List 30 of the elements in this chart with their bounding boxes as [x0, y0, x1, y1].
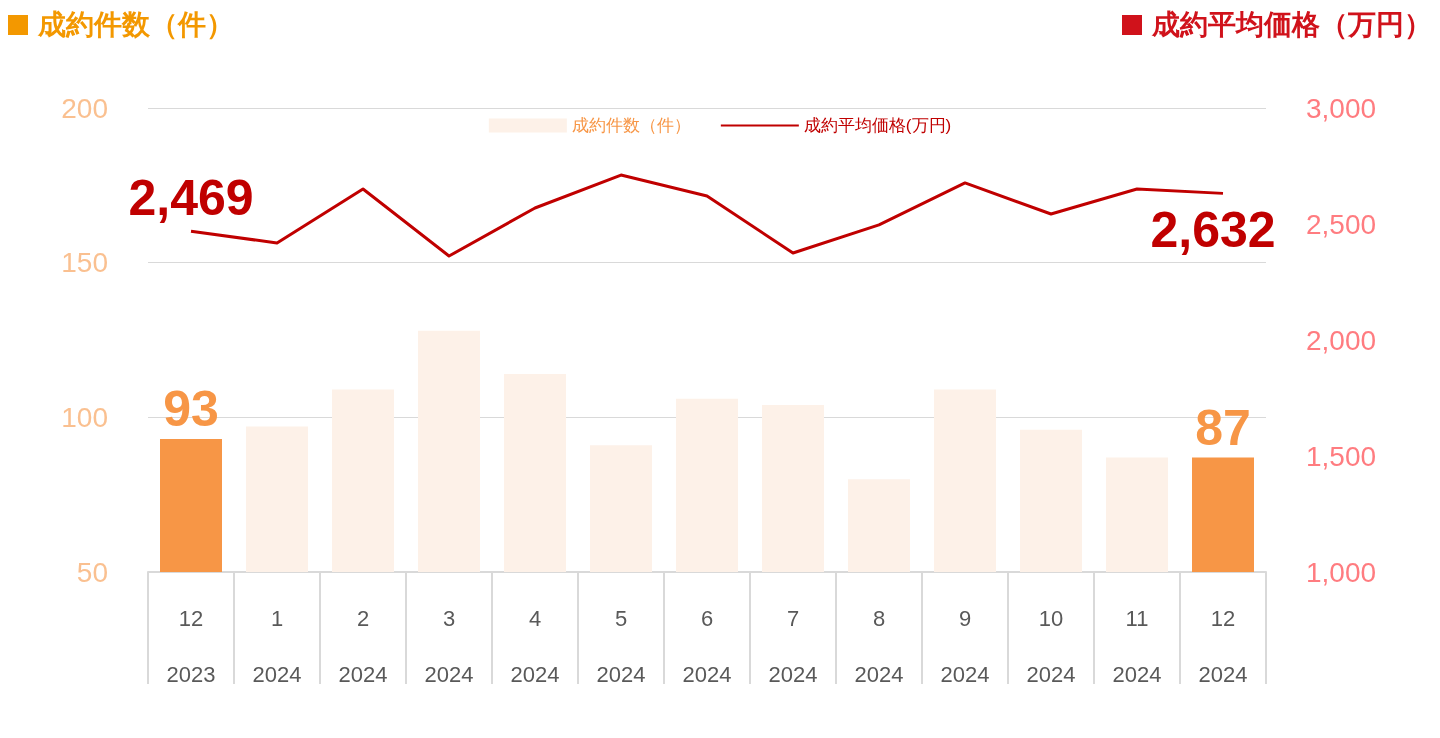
y-tick-label: 100 [61, 401, 108, 433]
data-label: 2,469 [128, 170, 254, 227]
y2-axis-title: 成約平均価格（万円） [1152, 7, 1432, 43]
category-label: 8 2024 [854, 605, 904, 687]
category-label: 2 2024 [338, 605, 388, 687]
category-label: 5 2024 [596, 605, 646, 687]
y-axis-title: 成約件数（件） [38, 7, 234, 43]
category-label: 4 2024 [510, 605, 560, 687]
data-label: 93 [163, 380, 219, 437]
category-label: 12 2024 [1198, 605, 1248, 687]
category-label: 6 2024 [682, 605, 732, 687]
category-label: 10 2024 [1026, 605, 1076, 687]
y2-tick-label: 2,500 [1306, 208, 1377, 240]
category-label: 11 2024 [1112, 605, 1162, 687]
legend-label: 成約件数（件） [571, 116, 691, 135]
y2-tick-label: 3,000 [1306, 92, 1377, 124]
category-label: 12 2023 [166, 605, 216, 687]
category-label: 9 2024 [940, 605, 990, 687]
y2-tick-label: 2,000 [1306, 324, 1377, 356]
y-tick-label: 150 [61, 247, 108, 279]
y-tick-label: 200 [61, 92, 108, 124]
category-label: 3 2024 [424, 605, 474, 687]
category-label: 1 2024 [252, 605, 302, 687]
y2-tick-label: 1,500 [1306, 440, 1377, 472]
y2-tick-label: 1,000 [1306, 556, 1377, 588]
data-label: 87 [1195, 399, 1251, 456]
y-tick-label: 50 [76, 556, 108, 588]
data-label: 2,632 [1150, 202, 1276, 259]
category-label: 7 2024 [768, 605, 818, 687]
legend-label: 成約平均価格(万円) [803, 116, 952, 135]
